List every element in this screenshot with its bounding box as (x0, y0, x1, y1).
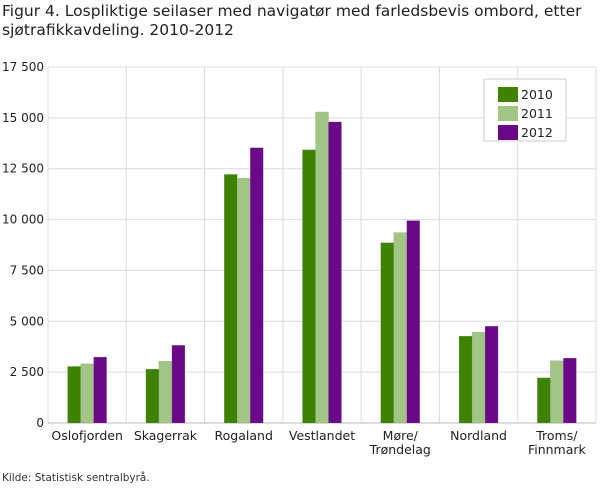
source-note: Kilde: Statistisk sentralbyrå. (2, 472, 150, 484)
y-tick-label: 0 (36, 416, 44, 430)
legend-label-2012: 2012 (521, 125, 553, 140)
x-tick-label: Nordland (450, 428, 507, 443)
legend-swatch-2012 (498, 125, 518, 140)
x-tick-label: Skagerrak (134, 428, 198, 443)
bar-2011-2 (236, 178, 251, 424)
y-tick-label: 10 000 (2, 213, 44, 227)
y-tick-label: 15 000 (2, 111, 44, 125)
bar-2012-2 (249, 147, 264, 424)
y-tick-label: 17 500 (2, 60, 44, 74)
bar-2012-1 (171, 345, 186, 424)
legend-swatch-2011 (498, 106, 518, 121)
bar-2011-0 (80, 363, 94, 424)
x-tick-label: Møre/ (383, 428, 419, 443)
y-tick-label: 12 500 (2, 162, 44, 176)
y-tick-label: 2 500 (10, 365, 44, 379)
legend-label-2010: 2010 (521, 87, 553, 102)
bar-2010-4 (380, 242, 395, 424)
y-tick-label: 5 000 (10, 314, 44, 328)
bar-2010-3 (302, 149, 316, 424)
bar-2012-5 (484, 325, 499, 424)
x-tick-label: Oslofjorden (51, 428, 122, 443)
x-tick-label: Troms/ (535, 428, 578, 443)
legend-box (483, 78, 567, 142)
bar-2010-1 (145, 368, 160, 424)
y-tick-label: 7 500 (10, 263, 44, 277)
bar-2011-5 (471, 332, 486, 424)
x-tick-label: Trøndelag (369, 442, 431, 457)
bar-2011-1 (158, 360, 173, 424)
x-tick-label: Rogaland (215, 428, 273, 443)
bar-2011-6 (550, 360, 564, 424)
x-tick-label: Finnmark (528, 442, 587, 457)
chart-title: Figur 4. Lospliktige seilaser med naviga… (2, 2, 582, 39)
x-tick-label: Vestlandet (289, 428, 355, 443)
bar-2011-4 (393, 232, 408, 424)
bar-2012-6 (563, 357, 577, 424)
legend-swatch-2010 (498, 87, 518, 102)
bar-2012-0 (93, 356, 107, 424)
legend-label-2011: 2011 (521, 106, 553, 121)
bar-2010-5 (458, 335, 473, 424)
bar-2011-3 (315, 111, 329, 424)
bar-2010-0 (67, 366, 81, 424)
bar-2010-6 (537, 377, 551, 424)
bar-2012-3 (328, 121, 342, 424)
bar-2012-4 (406, 220, 421, 424)
bar-2010-2 (223, 174, 238, 424)
